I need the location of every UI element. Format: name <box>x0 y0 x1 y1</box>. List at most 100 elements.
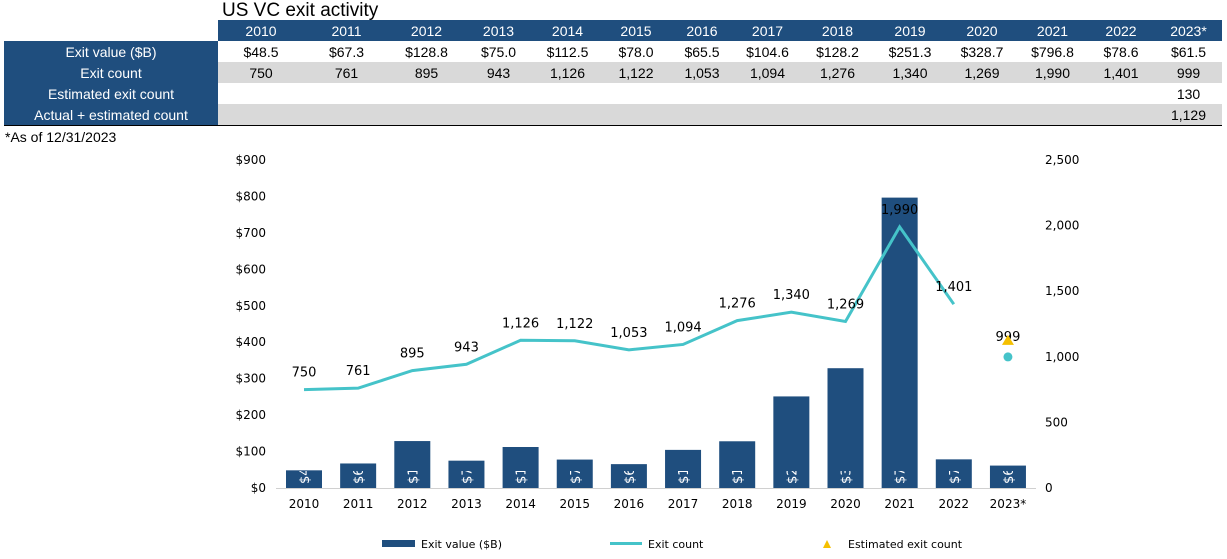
table-cell <box>801 83 874 104</box>
line-exit-count <box>303 224 956 392</box>
table-cell <box>464 83 533 104</box>
table-cell: $128.2 <box>801 41 874 62</box>
legend-swatch-estimated <box>823 540 831 548</box>
line-data-label: 895 <box>400 347 425 362</box>
table-cell: $128.8 <box>389 41 464 62</box>
right-axis-tick-label: 2,500 <box>1045 153 1079 167</box>
table-cell <box>218 83 304 104</box>
bar-exit-value <box>340 463 377 488</box>
left-axis-tick-label: $100 <box>235 445 266 459</box>
table-cell <box>801 104 874 126</box>
legend-label-exit-count: Exit count <box>648 538 704 551</box>
table-cell <box>1018 83 1087 104</box>
table-cell: 1,276 <box>801 62 874 83</box>
line-data-label: 1,053 <box>610 326 647 341</box>
table-cell: 1,126 <box>533 62 602 83</box>
bar-data-label: $796.8 <box>894 439 909 485</box>
right-axis-tick-label: 0 <box>1045 481 1053 495</box>
footnote: *As of 12/31/2023 <box>5 129 117 145</box>
bar-data-label: $48.5 <box>298 447 313 484</box>
year-header: 2021 <box>1018 20 1087 41</box>
left-axis-tick-label: $300 <box>235 372 266 386</box>
right-axis-tick-label: 500 <box>1045 415 1068 429</box>
row-label: Exit count <box>4 62 218 83</box>
year-header: 2010 <box>218 20 304 41</box>
table-cell <box>602 104 670 126</box>
line-data-label: 1,340 <box>773 288 810 303</box>
right-axis-tick-label: 1,500 <box>1045 284 1079 298</box>
table-cell: $104.6 <box>734 41 801 62</box>
table-cell <box>670 104 734 126</box>
table-cell: 750 <box>218 62 304 83</box>
point-exit-count-2023 <box>1003 352 1013 362</box>
table-cell: 1,269 <box>946 62 1018 83</box>
table-cell <box>874 104 946 126</box>
bar-data-label: $67.3 <box>352 447 367 484</box>
table-cell: $61.5 <box>1155 41 1222 62</box>
year-header: 2023* <box>1155 20 1222 41</box>
x-axis-tick-label: 2014 <box>505 497 536 511</box>
line-data-label: 761 <box>346 364 371 379</box>
table-cell <box>670 83 734 104</box>
bar-exit-value <box>881 197 918 489</box>
header-blank <box>4 20 218 41</box>
bar-data-label: $328.7 <box>840 439 855 485</box>
table-cell: $78.6 <box>1087 41 1155 62</box>
line-data-label: 1,126 <box>502 316 539 331</box>
table-cell: 943 <box>464 62 533 83</box>
left-axis-tick-label: $600 <box>235 262 266 276</box>
line-data-label: 943 <box>454 340 479 355</box>
bar-exit-value <box>556 459 593 488</box>
table-cell <box>734 83 801 104</box>
table-cell: $75.0 <box>464 41 533 62</box>
line-data-label: 1,276 <box>719 297 756 312</box>
table-cell: $251.3 <box>874 41 946 62</box>
left-axis-tick-label: $800 <box>235 189 266 203</box>
x-axis-tick-label: 2018 <box>722 497 753 511</box>
bar-exit-value <box>827 368 864 488</box>
legend-swatch-exit-value <box>382 540 415 547</box>
exit-activity-table: 2010 2011 2012 2013 2014 2015 2016 2017 2018 2019… <box>4 20 1222 126</box>
table-cell <box>304 83 389 104</box>
bar-data-label: $251.3 <box>785 439 800 485</box>
left-axis-tick-label: $900 <box>235 153 266 167</box>
legend-label-exit-value: Exit value ($B) <box>421 538 502 551</box>
bar-exit-value <box>502 447 539 488</box>
table-cell: 1,340 <box>874 62 946 83</box>
legend-label-estimated: Estimated exit count <box>848 538 963 551</box>
table-cell: 1,122 <box>602 62 670 83</box>
year-header: 2013 <box>464 20 533 41</box>
left-axis-tick-label: $700 <box>235 226 266 240</box>
bar-exit-value <box>935 459 972 488</box>
x-axis-tick-label: 2017 <box>668 497 699 511</box>
bar-exit-value <box>394 441 431 488</box>
bar-exit-value <box>719 441 756 488</box>
x-axis-tick-label: 2023* <box>990 497 1027 511</box>
bar-data-label: $78.6 <box>948 447 963 484</box>
bar-exit-value <box>610 464 647 488</box>
line-data-label: 1,094 <box>664 320 701 335</box>
estimated-count-marker <box>1001 334 1014 345</box>
table-cell <box>946 83 1018 104</box>
table-cell: 1,990 <box>1018 62 1087 83</box>
year-header: 2018 <box>801 20 874 41</box>
x-axis-tick-label: 2020 <box>830 497 861 511</box>
year-header: 2019 <box>874 20 946 41</box>
page-title: US VC exit activity <box>222 0 379 21</box>
table-cell: $78.0 <box>602 41 670 62</box>
year-header: 2012 <box>389 20 464 41</box>
bar-data-label: $112.5 <box>515 439 530 485</box>
table-cell <box>389 104 464 126</box>
x-axis-tick-label: 2016 <box>614 497 645 511</box>
table-cell: 999 <box>1155 62 1222 83</box>
year-header: 2011 <box>304 20 389 41</box>
bar-data-label: $75.0 <box>460 447 475 484</box>
table-cell: $796.8 <box>1018 41 1087 62</box>
table-cell <box>946 104 1018 126</box>
table-row: Estimated exit count 130 <box>4 83 1222 104</box>
table-cell: 1,129 <box>1155 104 1222 126</box>
year-header: 2022 <box>1087 20 1155 41</box>
table-cell <box>602 83 670 104</box>
year-header: 2014 <box>533 20 602 41</box>
